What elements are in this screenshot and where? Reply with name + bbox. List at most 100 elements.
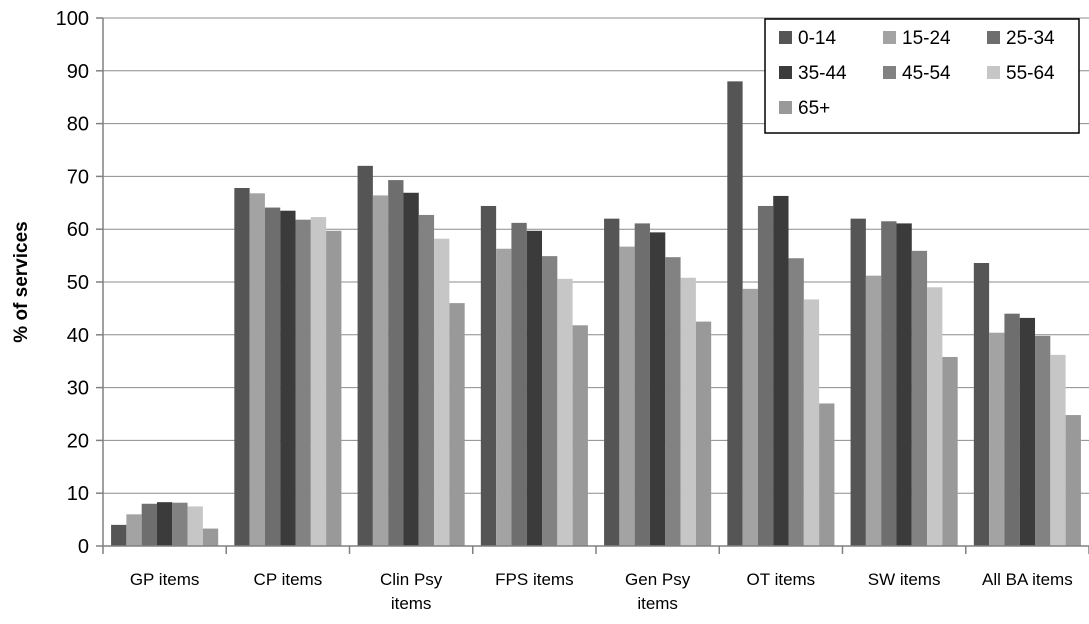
bar-15-24-Gen Psy items <box>619 246 635 546</box>
legend-swatch <box>883 31 896 44</box>
bar-65+-Clin Psy items <box>449 303 465 546</box>
legend-label: 35-44 <box>798 63 847 84</box>
legend: 0-14 15-24 25-34 35-44 45-54 55-64 65+ <box>764 18 1080 134</box>
legend-swatch <box>779 66 792 79</box>
x-category-label-line: GP items <box>130 570 200 589</box>
x-category-label: FPS items <box>495 570 573 589</box>
bar-45-54-Clin Psy items <box>418 214 435 546</box>
legend-label: 65+ <box>798 98 830 119</box>
bar-55-64-GP items <box>187 506 203 546</box>
legend-swatch <box>883 66 896 79</box>
x-category-label-line: CP items <box>254 570 323 589</box>
y-ticks: 0 10 20 30 40 50 60 70 80 90 100 <box>56 8 1089 558</box>
bar-45-54-GP items <box>172 502 188 546</box>
bar-35-44-OT items <box>773 195 789 546</box>
bar-0-14-CP items <box>234 188 250 547</box>
bar-65+-GP items <box>202 528 219 546</box>
bar-65+-All BA items <box>1065 415 1081 546</box>
bar-65+-CP items <box>326 230 342 546</box>
legend-label: 15-24 <box>902 28 951 49</box>
bar-55-64-All BA items <box>1050 354 1066 546</box>
bar-0-14-FPS items <box>480 205 497 546</box>
bar-15-24-Clin Psy items <box>372 195 389 546</box>
bar-15-24-CP items <box>249 193 265 546</box>
y-tick-label: 0 <box>78 536 89 558</box>
bar-0-14-GP items <box>111 524 127 546</box>
bar-25-34-FPS items <box>511 222 527 546</box>
bar-25-34-All BA items <box>1004 313 1020 546</box>
bar-45-54-CP items <box>295 219 311 547</box>
x-category-label: GP items <box>130 570 200 589</box>
y-tick-label: 40 <box>67 325 89 347</box>
y-tick-label: 90 <box>67 61 89 83</box>
legend-label: 45-54 <box>902 63 951 84</box>
bar-25-34-CP items <box>264 207 281 546</box>
bar-35-44-Gen Psy items <box>649 232 666 547</box>
bar-35-44-Clin Psy items <box>403 192 419 546</box>
y-tick-label: 70 <box>67 166 89 188</box>
legend-swatch <box>987 66 1000 79</box>
x-category-label-line: SW items <box>868 570 941 589</box>
y-tick-label: 80 <box>67 114 89 136</box>
bar-25-34-GP items <box>141 503 157 546</box>
x-category-label-line: Gen Psy <box>625 570 691 589</box>
legend-swatch <box>779 101 792 114</box>
x-category-labels: GP items CP items Clin Psy items FPS items Ge… <box>130 570 1073 613</box>
bar-35-44-GP items <box>156 502 173 546</box>
y-axis-label: % of services <box>11 221 32 342</box>
bar-65+-Gen Psy items <box>695 321 712 546</box>
x-category-label: All BA items <box>982 570 1073 589</box>
bar-35-44-CP items <box>280 210 296 546</box>
x-category-label: Clin Psy items <box>380 570 443 613</box>
bar-35-44-All BA items <box>1019 317 1036 546</box>
x-category-label: CP items <box>254 570 323 589</box>
bar-0-14-SW items <box>850 218 866 546</box>
bar-15-24-FPS items <box>496 248 512 546</box>
bar-55-64-FPS items <box>557 278 573 546</box>
y-tick-label: 60 <box>67 219 89 241</box>
bar-25-34-OT items <box>757 205 774 546</box>
bar-65+-FPS items <box>572 325 588 546</box>
bar-45-54-All BA items <box>1035 335 1051 546</box>
y-tick-label: 50 <box>67 272 89 294</box>
x-category-label: SW items <box>868 570 941 589</box>
x-category-label-line: All BA items <box>982 570 1073 589</box>
x-category-label-line: OT items <box>747 570 816 589</box>
bar-0-14-OT items <box>727 81 743 547</box>
legend-box <box>764 18 1080 134</box>
x-category-label-line: items <box>637 594 678 613</box>
legend-label: 25-34 <box>1006 28 1055 49</box>
y-tick-label: 20 <box>67 430 89 452</box>
bar-45-54-Gen Psy items <box>665 257 681 546</box>
bar-0-14-All BA items <box>973 262 990 546</box>
bar-55-64-Gen Psy items <box>680 277 696 546</box>
bar-55-64-SW items <box>927 287 943 546</box>
bar-65+-SW items <box>942 356 958 546</box>
legend-label: 55-64 <box>1006 63 1055 84</box>
x-category-label-line: items <box>391 594 432 613</box>
bar-35-44-FPS items <box>526 230 543 546</box>
legend-swatch <box>779 31 792 44</box>
bar-55-64-Clin Psy items <box>434 238 450 547</box>
bar-25-34-Gen Psy items <box>634 223 650 546</box>
y-tick-label: 30 <box>67 378 89 400</box>
bar-0-14-Clin Psy items <box>357 165 373 546</box>
bars <box>111 81 1081 547</box>
bar-45-54-FPS items <box>542 256 558 546</box>
bar-25-34-Clin Psy items <box>388 180 404 546</box>
y-tick-label: 100 <box>56 8 89 30</box>
x-category-label: Gen Psy items <box>625 570 691 613</box>
x-category-label: OT items <box>747 570 816 589</box>
legend-label: 0-14 <box>798 28 836 49</box>
bar-15-24-SW items <box>865 275 882 546</box>
x-category-label-line: Clin Psy <box>380 570 443 589</box>
y-tick-label: 10 <box>67 483 89 505</box>
bar-15-24-GP items <box>126 514 142 546</box>
bar-15-24-OT items <box>742 288 758 546</box>
bar-65+-OT items <box>819 403 835 546</box>
bar-55-64-CP items <box>310 217 327 546</box>
x-category-label-line: FPS items <box>495 570 573 589</box>
bar-15-24-All BA items <box>989 332 1005 546</box>
bar-45-54-SW items <box>911 250 928 546</box>
